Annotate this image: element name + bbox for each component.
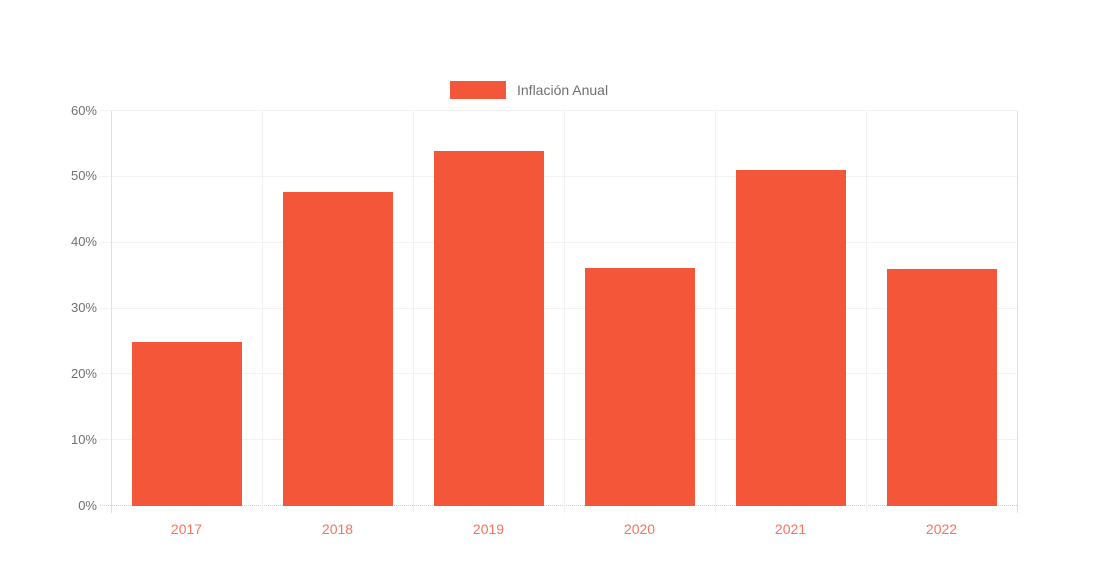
bar-2018[interactable] [282, 192, 393, 506]
bar-2021[interactable] [735, 170, 846, 506]
gridline-horizontal [100, 373, 1017, 375]
gridline-horizontal [100, 307, 1017, 309]
y-axis-tick-label: 10% [70, 431, 97, 447]
x-axis-tick-label: 2019 [472, 521, 505, 537]
gridline-vertical [1016, 110, 1018, 513]
gridline-vertical [563, 110, 565, 513]
y-axis-tick-label: 30% [70, 300, 97, 315]
gridline-vertical [865, 110, 867, 513]
gridline-horizontal [100, 241, 1017, 243]
gridline-horizontal [100, 175, 1017, 177]
gridline-horizontal [100, 439, 1017, 441]
gridline-vertical [261, 110, 263, 513]
y-axis-tick-label: 50% [70, 168, 97, 184]
x-axis-tick-label: 2021 [774, 521, 807, 537]
y-axis-tick-label: 60% [70, 102, 97, 118]
y-axis-tick-label: 20% [70, 365, 97, 381]
legend-series-label: Inflación Anual [517, 82, 609, 98]
x-axis-tick-label: 2020 [623, 521, 656, 537]
x-axis-tick-label: 2022 [925, 521, 958, 537]
y-axis-tick-label: 0% [78, 497, 97, 513]
x-axis-tick-label: 2018 [321, 521, 354, 537]
bar-2022[interactable] [886, 268, 997, 506]
gridline-vertical [714, 110, 716, 513]
y-axis-line [110, 110, 112, 513]
legend-swatch-icon [450, 81, 506, 99]
bar-2017[interactable] [131, 342, 242, 506]
gridline-horizontal [100, 110, 1017, 111]
chart-legend: Inflación Anual [450, 80, 608, 100]
x-axis-tick-label: 2017 [170, 521, 203, 537]
gridline-vertical [412, 110, 414, 513]
x-axis-baseline [100, 505, 1017, 506]
y-axis-tick-label: 40% [70, 234, 97, 250]
bar-2019[interactable] [433, 151, 544, 506]
bar-2020[interactable] [584, 267, 695, 506]
